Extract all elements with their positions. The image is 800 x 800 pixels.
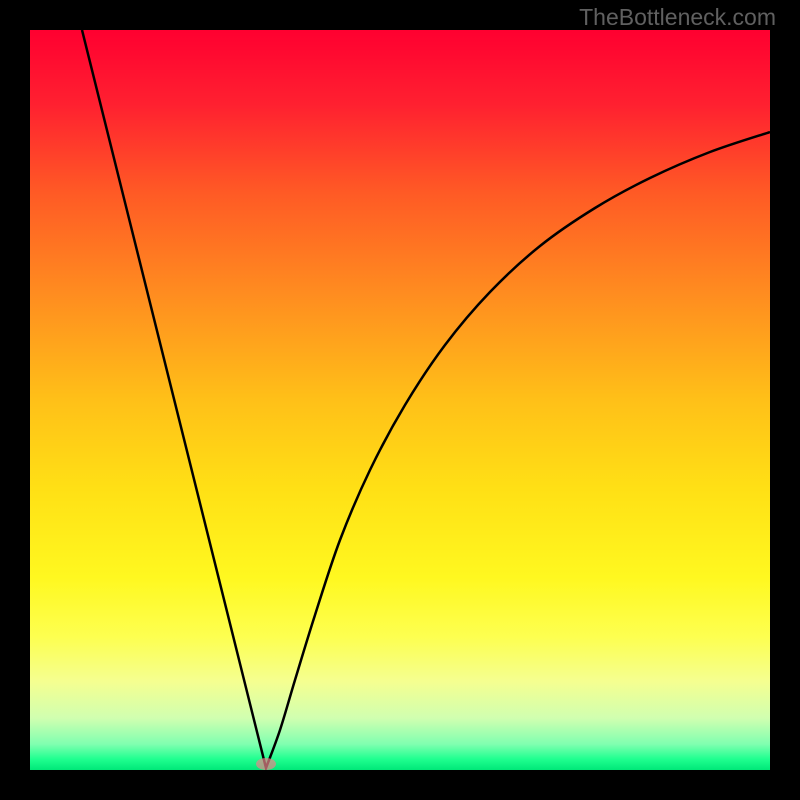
gradient-background [30,30,770,770]
chart-svg [30,30,770,770]
minimum-marker [256,758,276,770]
plot-area [30,30,770,770]
watermark-text: TheBottleneck.com [579,4,776,31]
